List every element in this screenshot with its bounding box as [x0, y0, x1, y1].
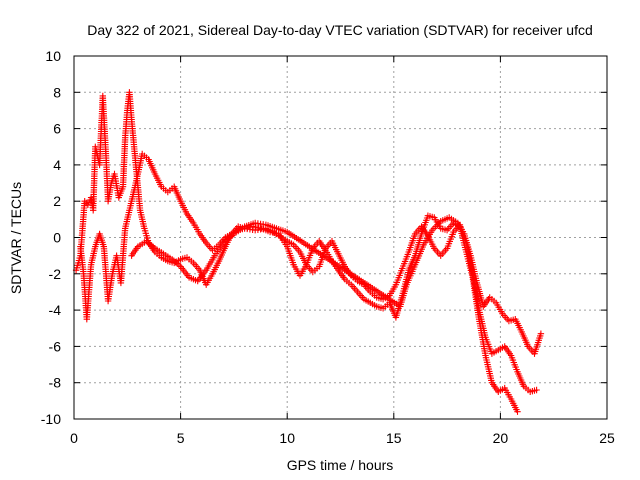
y-tick-label: -10 — [41, 411, 61, 427]
x-tick-labels: 0 5 10 15 20 25 — [70, 430, 615, 446]
y-tick-label: 2 — [53, 193, 61, 209]
data-point — [537, 330, 545, 337]
chart-title: Day 322 of 2021, Sidereal Day-to-day VTE… — [87, 22, 593, 38]
y-tick-label: -4 — [49, 302, 62, 318]
data-point — [266, 228, 274, 236]
y-tick-label: -6 — [49, 338, 62, 354]
y-tick-label: -2 — [49, 266, 62, 282]
x-tick-label: 5 — [177, 430, 185, 446]
y-tick-label: 4 — [53, 157, 61, 173]
y-tick-label: -8 — [49, 375, 62, 391]
data-point — [533, 386, 540, 394]
data-point — [514, 408, 521, 415]
y-tick-label: 0 — [53, 230, 61, 246]
data-points — [72, 89, 545, 415]
data-point-fill — [252, 224, 260, 231]
y-tick-labels: -10 -8 -6 -4 -2 0 2 4 6 8 10 — [41, 48, 61, 427]
data-point-fill — [272, 230, 279, 237]
axis-ticks — [73, 55, 608, 420]
y-tick-label: 8 — [53, 84, 61, 100]
x-axis-label: GPS time / hours — [287, 457, 394, 473]
y-tick-label: 6 — [53, 121, 61, 137]
x-tick-label: 25 — [599, 430, 615, 446]
data-point-fill — [269, 229, 277, 236]
data-point-fill — [255, 224, 262, 231]
x-tick-label: 10 — [279, 430, 295, 446]
x-tick-label: 20 — [493, 430, 509, 446]
grid-lines — [74, 56, 607, 419]
y-tick-label: 10 — [45, 48, 61, 64]
y-axis-label: SDTVAR / TECUs — [8, 182, 24, 294]
x-tick-label: 15 — [386, 430, 402, 446]
x-tick-label: 0 — [70, 430, 78, 446]
